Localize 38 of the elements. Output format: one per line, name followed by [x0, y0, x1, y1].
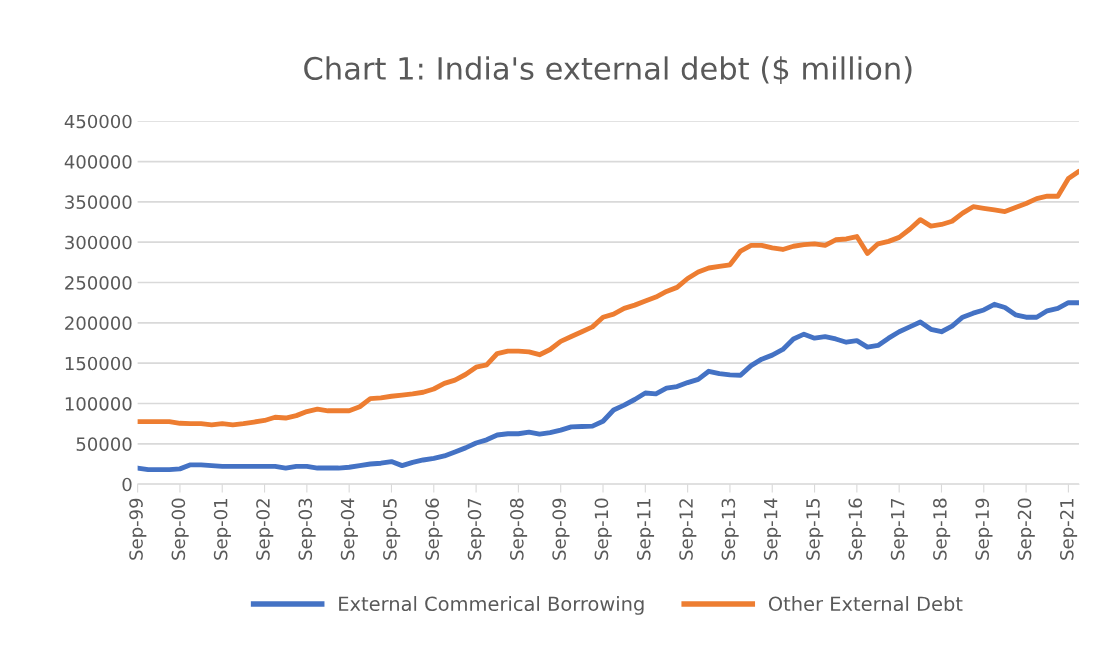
- line-series: [137, 168, 1079, 428]
- x-tick-label: Sep-17: [890, 498, 908, 560]
- x-tick-label: Sep-19: [975, 498, 993, 560]
- x-tick-label: Sep-13: [721, 498, 739, 560]
- x-tick-label: Sep-11: [636, 499, 655, 560]
- x-tick-label: Sep-12: [679, 499, 697, 560]
- x-tick-label: Sep-03: [298, 498, 316, 560]
- x-tick-label: Sep-10: [594, 498, 612, 560]
- y-tick-label: 150000: [65, 356, 132, 371]
- y-tick-label: 400000: [64, 155, 132, 169]
- x-tick-label: Sep-07: [467, 498, 485, 560]
- x-tick-label: Sep-20: [1017, 498, 1035, 560]
- y-tick-label: 300000: [65, 235, 132, 250]
- x-tick-label: Sep-16: [848, 498, 866, 560]
- y-tick-label: 250000: [65, 275, 132, 290]
- x-tick-label: Sep-06: [425, 498, 443, 560]
- y-tick-label: 100000: [65, 396, 132, 411]
- x-tick-label: Sep-18: [933, 498, 951, 560]
- x-tick-label: Sep-09: [552, 498, 570, 560]
- y-tick-label: 0: [122, 477, 132, 492]
- x-tick-label: Sep-08: [509, 498, 528, 560]
- y-tick-label: 50000: [76, 437, 132, 451]
- x-tick-label: Sep-02: [256, 499, 274, 560]
- x-tick-label: Sep-04: [340, 498, 358, 560]
- x-tick-label: Sep-05: [383, 498, 401, 560]
- y-tick-label: 450000: [64, 114, 132, 129]
- y-tick-label: 200000: [65, 316, 132, 330]
- x-tick-label: Sep-99: [129, 498, 147, 560]
- line-series: [137, 300, 1079, 473]
- legend-label: External Commerical Borrowing: [339, 596, 644, 615]
- chart-title: Chart 1: India's external debt ($ million): [304, 56, 912, 85]
- y-tick-label: 350000: [65, 195, 132, 209]
- x-tick-label: Sep-00: [171, 498, 189, 560]
- x-tick-label: Sep-01: [213, 499, 231, 560]
- x-tick-label: Sep-14: [763, 498, 781, 560]
- x-tick-label: Sep-21: [1059, 499, 1078, 560]
- x-tick-label: Sep-15: [806, 498, 824, 560]
- legend-label: Other External Debt: [768, 596, 963, 612]
